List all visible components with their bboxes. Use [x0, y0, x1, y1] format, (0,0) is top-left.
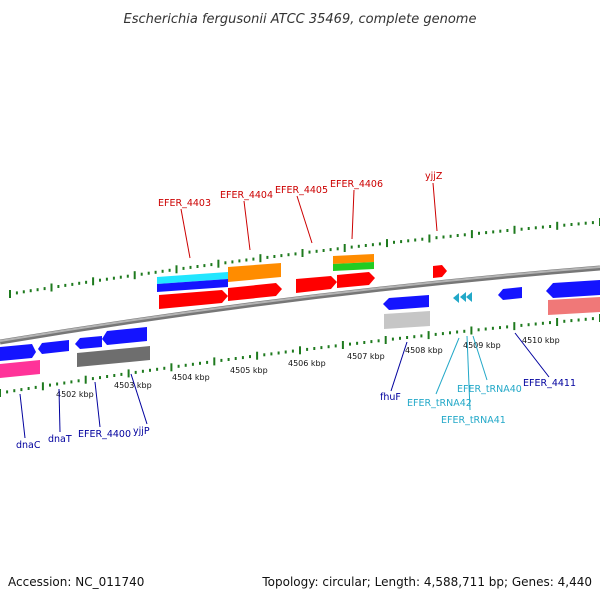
callout-lines: [19, 182, 550, 439]
reverse-genes: [0, 280, 600, 378]
kbp-label-4503: 4503 kbp: [114, 381, 152, 390]
label-fhuf[interactable]: fhuF: [380, 392, 401, 403]
kbp-label-4504: 4504 kbp: [172, 373, 210, 382]
gene-efer-4406[interactable]: [337, 272, 375, 288]
kbp-label-4505: 4505 kbp: [230, 366, 268, 375]
gene-efer-trna41[interactable]: [460, 292, 466, 302]
gene-efer-trna42[interactable]: [453, 293, 459, 303]
tick-track-upper: [9, 218, 600, 298]
gene-yjjz[interactable]: [433, 265, 447, 278]
label-dnac[interactable]: dnaC: [16, 440, 41, 451]
gene-efer-4403[interactable]: [159, 290, 228, 309]
label-efer-4406[interactable]: EFER_4406: [330, 179, 383, 190]
label-efer-4405[interactable]: EFER_4405: [275, 185, 328, 196]
label-dnat[interactable]: dnaT: [48, 434, 72, 445]
map-title: Escherichia fergusonii ATCC 35469, compl…: [124, 12, 477, 27]
labels-upper: EFER_4403 EFER_4404 EFER_4405 EFER_4406 …: [158, 171, 443, 209]
gene-efer-trna40[interactable]: [466, 292, 472, 302]
genome-backbone-highlight: [0, 266, 600, 342]
label-efer-trna41[interactable]: EFER_tRNA41: [441, 415, 506, 426]
gene-efer-4411[interactable]: [546, 280, 600, 298]
gene-efer-4409[interactable]: [498, 287, 522, 300]
label-efer-4404[interactable]: EFER_4404: [220, 190, 273, 201]
gene-efer-4406-orange[interactable]: [333, 254, 374, 264]
gene-efer-4403-cyan[interactable]: [157, 272, 228, 284]
gene-yjjp-gray[interactable]: [77, 346, 150, 367]
kbp-label-4502: 4502 kbp: [56, 390, 94, 399]
gene-efer-4405[interactable]: [296, 276, 337, 293]
accession-text: Accession: NC_011740: [8, 575, 144, 589]
gene-yjjp[interactable]: [102, 327, 147, 345]
label-efer-4403[interactable]: EFER_4403: [158, 198, 211, 209]
label-efer-trna42[interactable]: EFER_tRNA42: [407, 398, 472, 409]
forward-genes: [157, 254, 447, 309]
gene-efer-4404[interactable]: [228, 283, 282, 301]
kbp-scale: 4502 kbp 4503 kbp 4504 kbp 4505 kbp 4506…: [56, 336, 560, 399]
kbp-label-4508: 4508 kbp: [405, 346, 443, 355]
kbp-label-4506: 4506 kbp: [288, 359, 326, 368]
labels-lower: dnaC dnaT EFER_4400 yjjP fhuF EFER_4411 …: [16, 378, 576, 451]
gene-efer-4400[interactable]: [75, 336, 102, 349]
label-efer-trna40[interactable]: EFER_tRNA40: [457, 384, 522, 395]
gene-dnac-pink[interactable]: [0, 360, 40, 378]
label-efer-4400[interactable]: EFER_4400: [78, 429, 131, 440]
label-efer-4411[interactable]: EFER_4411: [523, 378, 576, 389]
gene-efer-4404-orange[interactable]: [228, 263, 281, 282]
topology-text: Topology: circular; Length: 4,588,711 bp…: [261, 575, 592, 589]
kbp-label-4507: 4507 kbp: [347, 352, 385, 361]
label-yjjz[interactable]: yjjZ: [425, 171, 443, 182]
gene-dnac[interactable]: [0, 344, 36, 361]
gene-efer-4411-salmon[interactable]: [548, 297, 600, 315]
gene-fhuf-gray[interactable]: [384, 311, 430, 329]
gene-dnat[interactable]: [38, 340, 69, 354]
gene-efer-4403-blue[interactable]: [157, 279, 228, 292]
gene-fhuf[interactable]: [383, 295, 429, 310]
kbp-label-4509: 4509 kbp: [463, 341, 501, 350]
tick-track-lower: [0, 314, 600, 397]
gene-efer-4406-green[interactable]: [333, 262, 374, 271]
kbp-label-4510: 4510 kbp: [522, 336, 560, 345]
label-yjjp[interactable]: yjjP: [133, 426, 150, 437]
